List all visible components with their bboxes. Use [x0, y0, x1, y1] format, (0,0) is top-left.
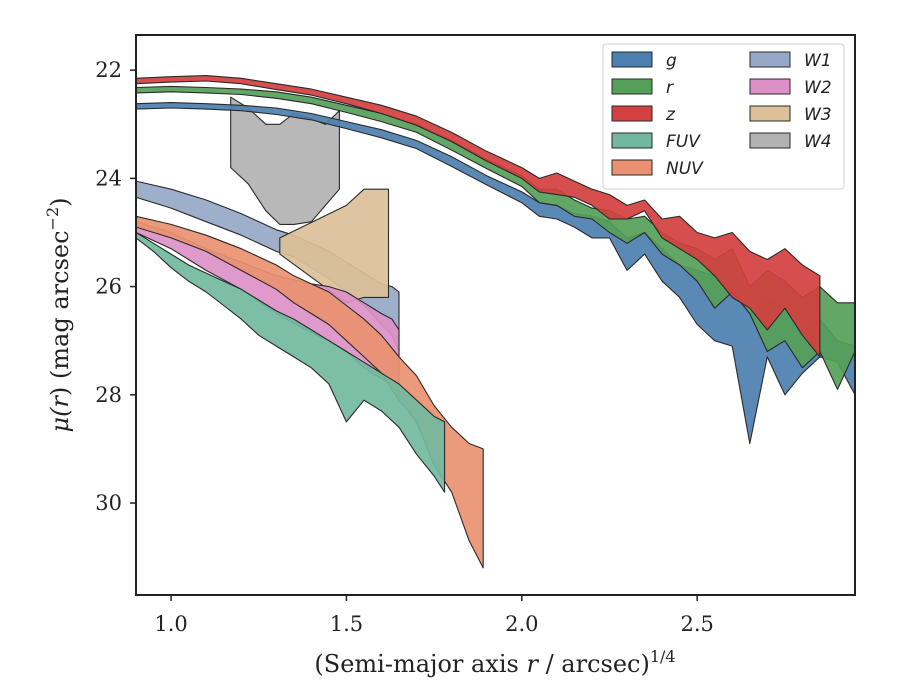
legend-swatch-nuv: [611, 159, 653, 176]
band-nuv: [136, 215, 484, 569]
legend-label-w2: W2: [804, 78, 832, 98]
x-tick-label: 1.5: [330, 612, 363, 636]
legend-swatch-g: [611, 51, 653, 68]
band-w4: [230, 96, 340, 225]
legend-swatch-fuv: [611, 132, 653, 149]
y-axis: 22 24 26 28 30: [95, 58, 136, 515]
legend-label-fuv: FUV: [666, 132, 701, 152]
y-tick-label: 28: [95, 383, 122, 407]
legend-swatch-w3: [749, 105, 791, 122]
x-tick-label: 2.0: [505, 612, 538, 636]
legend-label-r: r: [666, 78, 674, 98]
x-axis: 1.0 1.5 2.0 2.5: [154, 595, 714, 636]
legend-label-z: z: [665, 105, 676, 125]
legend-swatch-z: [611, 105, 653, 122]
y-axis-label: μ(r) (mag arcsec−2): [43, 197, 74, 432]
band-fuv: [136, 231, 446, 493]
plot-frame: [135, 34, 856, 596]
y-tick-label: 22: [95, 58, 122, 82]
x-tick-label: 2.5: [680, 612, 713, 636]
legend-label-w3: W3: [804, 105, 832, 125]
y-tick-label: 30: [95, 491, 122, 515]
legend-label-w4: W4: [804, 132, 832, 152]
band-w3: [279, 188, 390, 304]
legend-swatch-w4: [749, 132, 791, 149]
legend-label-w1: W1: [804, 51, 832, 71]
band-group: [136, 75, 855, 569]
legend-swatch-w1: [749, 51, 791, 68]
legend-label-nuv: NUV: [666, 159, 704, 179]
legend-swatch-w2: [749, 78, 791, 95]
x-tick-label: 1.0: [154, 612, 187, 636]
x-axis-label: (Semi-major axis r / arcsec)1/4: [314, 647, 675, 678]
legend: grz FUV NUV W1 W2 W3 W4: [602, 43, 845, 190]
legend-label-g: g: [666, 51, 677, 71]
y-tick-label: 24: [95, 166, 122, 190]
band-z: [136, 75, 821, 358]
band-g: [136, 102, 855, 445]
y-tick-label: 26: [95, 275, 122, 299]
legend-swatch-r: [611, 78, 653, 95]
